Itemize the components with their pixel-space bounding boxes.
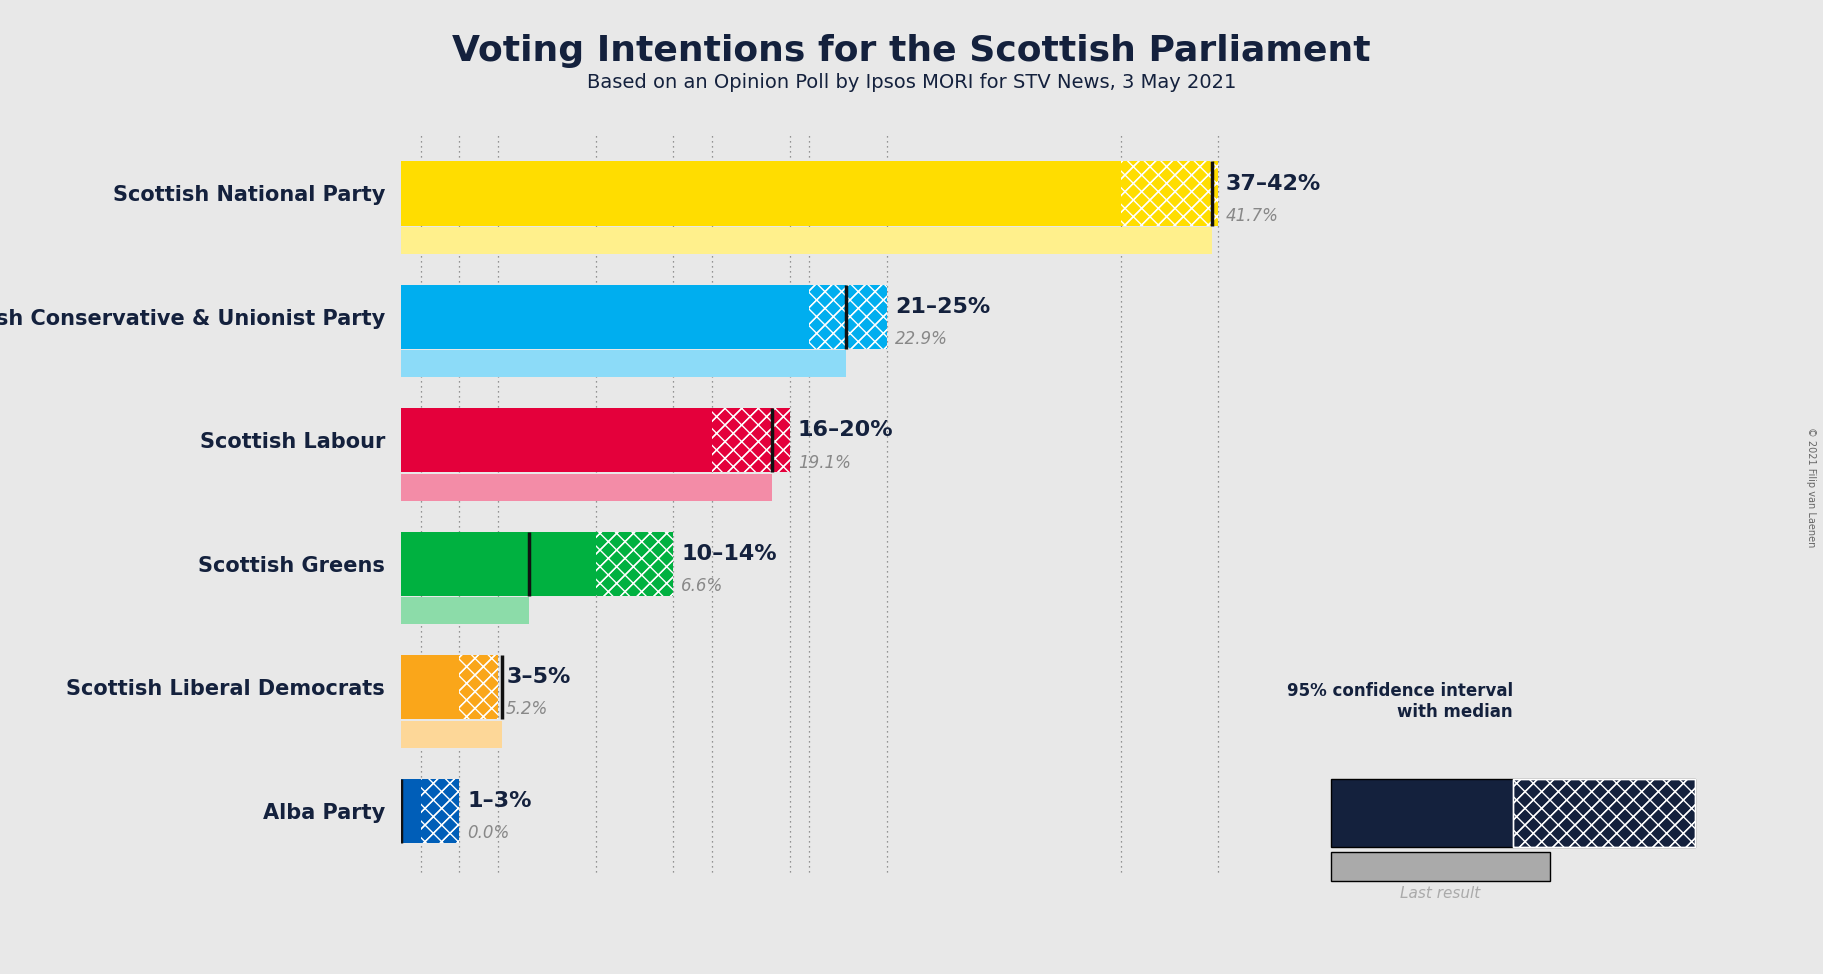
Text: 10–14%: 10–14%: [682, 543, 777, 564]
Text: 19.1%: 19.1%: [798, 454, 851, 471]
Bar: [401, 351, 846, 377]
Text: Last result: Last result: [1400, 886, 1480, 901]
Text: 95% confidence interval
with median: 95% confidence interval with median: [1287, 682, 1513, 721]
Text: 3–5%: 3–5%: [507, 667, 571, 688]
Bar: [1121, 162, 1218, 226]
Text: Voting Intentions for the Scottish Parliament: Voting Intentions for the Scottish Parli…: [452, 34, 1371, 68]
Text: 6.6%: 6.6%: [682, 577, 724, 595]
Text: 37–42%: 37–42%: [1225, 173, 1322, 194]
Bar: [809, 284, 888, 349]
Text: 16–20%: 16–20%: [798, 421, 893, 440]
Bar: [459, 656, 498, 719]
Text: 41.7%: 41.7%: [1225, 206, 1278, 225]
Bar: [713, 408, 789, 472]
Text: 1–3%: 1–3%: [467, 791, 532, 810]
Bar: [401, 656, 459, 719]
Bar: [1121, 162, 1218, 226]
Bar: [401, 721, 501, 748]
Bar: [401, 532, 596, 596]
Text: Based on an Opinion Poll by Ipsos MORI for STV News, 3 May 2021: Based on an Opinion Poll by Ipsos MORI f…: [587, 73, 1236, 93]
Bar: [401, 778, 421, 843]
Text: 0.0%: 0.0%: [467, 824, 509, 842]
Bar: [401, 162, 1121, 226]
Bar: [401, 284, 809, 349]
Text: © 2021 Filip van Laenen: © 2021 Filip van Laenen: [1807, 427, 1816, 547]
Bar: [596, 532, 673, 596]
Text: 22.9%: 22.9%: [895, 330, 948, 348]
Bar: [421, 778, 459, 843]
Bar: [459, 656, 498, 719]
Bar: [421, 778, 459, 843]
Bar: [809, 284, 888, 349]
Bar: [713, 408, 789, 472]
Text: 21–25%: 21–25%: [895, 297, 990, 317]
Text: 5.2%: 5.2%: [507, 700, 549, 719]
Bar: [401, 597, 529, 624]
Bar: [401, 408, 713, 472]
Bar: [596, 532, 673, 596]
Bar: [401, 473, 773, 501]
Bar: [401, 227, 1212, 254]
